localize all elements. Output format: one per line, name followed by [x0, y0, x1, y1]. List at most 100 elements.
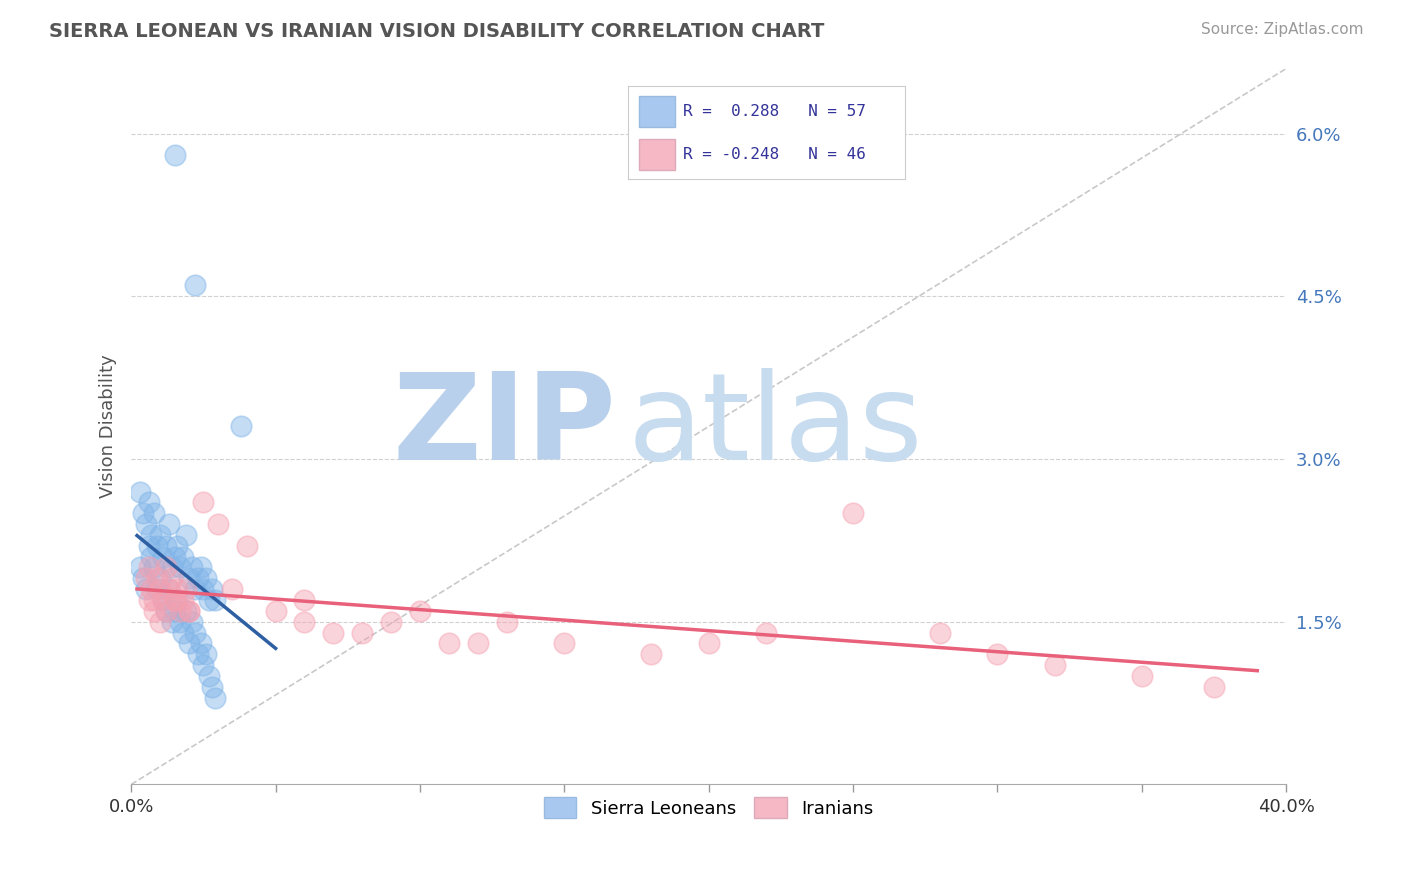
Point — [190, 636, 212, 650]
Point — [1130, 669, 1153, 683]
Point — [141, 528, 163, 542]
Point — [294, 615, 316, 629]
Point — [149, 582, 172, 597]
Point — [141, 582, 163, 597]
Point — [163, 549, 186, 564]
Point — [235, 539, 257, 553]
Point — [437, 636, 460, 650]
Point — [322, 625, 344, 640]
Point — [204, 593, 226, 607]
Point — [149, 571, 172, 585]
Point — [172, 549, 194, 564]
Point — [195, 571, 218, 585]
Point — [184, 582, 207, 597]
Point — [755, 625, 778, 640]
Point — [160, 571, 183, 585]
Point — [146, 571, 169, 585]
Point — [221, 582, 243, 597]
Point — [149, 615, 172, 629]
Point — [143, 506, 166, 520]
Point — [380, 615, 402, 629]
Point — [187, 571, 209, 585]
Point — [169, 604, 191, 618]
Point — [163, 593, 186, 607]
Point — [152, 549, 174, 564]
Point — [138, 495, 160, 509]
Point — [193, 582, 215, 597]
Point — [184, 625, 207, 640]
Point — [169, 615, 191, 629]
Point — [129, 484, 152, 499]
Point — [201, 582, 224, 597]
Point — [180, 560, 202, 574]
Point — [697, 636, 720, 650]
Point — [163, 604, 186, 618]
Point — [160, 560, 183, 574]
Point — [842, 506, 865, 520]
Text: SIERRA LEONEAN VS IRANIAN VISION DISABILITY CORRELATION CHART: SIERRA LEONEAN VS IRANIAN VISION DISABIL… — [49, 22, 824, 41]
Point — [467, 636, 489, 650]
Point — [174, 528, 197, 542]
Point — [152, 593, 174, 607]
Point — [198, 593, 221, 607]
Point — [135, 517, 157, 532]
Point — [180, 615, 202, 629]
Point — [177, 604, 200, 618]
Point — [143, 604, 166, 618]
Point — [172, 625, 194, 640]
Point — [190, 560, 212, 574]
Text: Source: ZipAtlas.com: Source: ZipAtlas.com — [1201, 22, 1364, 37]
Point — [166, 539, 188, 553]
Legend: Sierra Leoneans, Iranians: Sierra Leoneans, Iranians — [537, 790, 880, 825]
Point — [163, 148, 186, 162]
Point — [152, 593, 174, 607]
Point — [132, 571, 155, 585]
Point — [146, 539, 169, 553]
Text: ZIP: ZIP — [392, 368, 616, 485]
Point — [495, 615, 517, 629]
Point — [187, 647, 209, 661]
Point — [264, 604, 287, 618]
Point — [294, 593, 316, 607]
Point — [174, 582, 197, 597]
Point — [135, 582, 157, 597]
Point — [352, 625, 374, 640]
Point — [174, 604, 197, 618]
Point — [160, 615, 183, 629]
Point — [166, 593, 188, 607]
Point — [149, 528, 172, 542]
Point — [177, 604, 200, 618]
Point — [155, 604, 177, 618]
Y-axis label: Vision Disability: Vision Disability — [100, 355, 117, 499]
Point — [138, 539, 160, 553]
Point — [138, 593, 160, 607]
Point — [143, 560, 166, 574]
Point — [193, 658, 215, 673]
Point — [146, 582, 169, 597]
Point — [198, 669, 221, 683]
Point — [1045, 658, 1067, 673]
Point — [143, 593, 166, 607]
Point — [169, 560, 191, 574]
Point — [157, 582, 180, 597]
Point — [157, 517, 180, 532]
Point — [166, 582, 188, 597]
Point — [204, 690, 226, 705]
Point — [201, 680, 224, 694]
Point — [177, 636, 200, 650]
Text: atlas: atlas — [628, 368, 924, 485]
Point — [207, 517, 229, 532]
Point — [172, 593, 194, 607]
Point — [141, 549, 163, 564]
Point — [135, 571, 157, 585]
Point — [129, 560, 152, 574]
Point — [409, 604, 432, 618]
Point — [193, 495, 215, 509]
Point — [986, 647, 1008, 661]
Point — [229, 419, 252, 434]
Point — [163, 593, 186, 607]
Point — [195, 647, 218, 661]
Point — [132, 506, 155, 520]
Point — [155, 560, 177, 574]
Point — [155, 539, 177, 553]
